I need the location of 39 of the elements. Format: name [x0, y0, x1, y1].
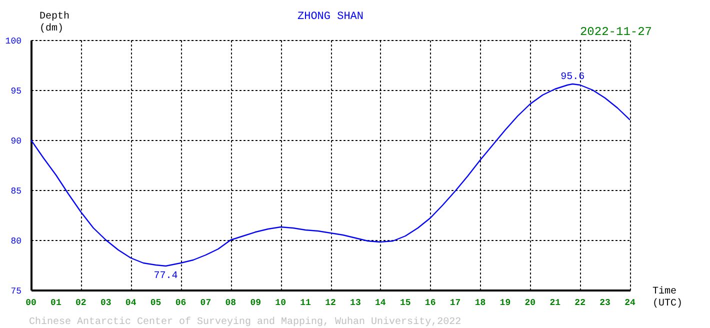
y-tick-label: 100 — [5, 36, 22, 46]
y-tick-label: 75 — [10, 286, 22, 296]
x-tick-label: 09 — [250, 298, 262, 308]
annotation: 77.4 — [154, 271, 178, 282]
x-tick-label: 08 — [225, 298, 236, 308]
x-tick-label: 16 — [424, 298, 436, 308]
x-tick-label: 04 — [125, 298, 137, 308]
x-axis-title: Time (UTC) — [652, 286, 683, 310]
y-tick-label: 85 — [10, 186, 22, 196]
x-tick-label: 15 — [400, 298, 411, 308]
x-tick-label: 24 — [624, 298, 636, 308]
x-tick-label: 23 — [600, 298, 610, 308]
y-tick-label: 80 — [10, 236, 22, 246]
x-tick-label: 18 — [474, 298, 486, 308]
x-tick-label: 22 — [574, 298, 586, 308]
text: Chinese Antarctic Center of Surveying and Mapping, Wuhan University,2022 — [29, 316, 462, 328]
x-tick-label: 20 — [524, 298, 536, 308]
x-tick-label: 03 — [100, 298, 112, 308]
x-tick-label: 12 — [325, 298, 336, 308]
x-tick-label: 11 — [300, 298, 312, 308]
y-tick-label: 90 — [10, 136, 22, 146]
y-tick-label: 95 — [10, 86, 22, 96]
x-tick-label: 19 — [500, 298, 511, 308]
x-tick-label: 14 — [375, 298, 386, 308]
text: 2022-11-27 — [580, 25, 652, 39]
y-axis-title: Depth (dm) — [40, 10, 70, 34]
annotation: 95.6 — [560, 72, 585, 83]
line-series — [31, 83, 630, 267]
x-tick-label: 13 — [350, 298, 361, 308]
x-tick-label: 05 — [150, 298, 162, 308]
x-tick-label: 10 — [275, 298, 286, 308]
x-tick-label: 00 — [26, 298, 36, 308]
x-tick-label: 21 — [550, 298, 562, 308]
x-tick-label: 17 — [450, 298, 461, 308]
x-tick-label: 01 — [50, 298, 62, 308]
x-tick-label: 06 — [175, 298, 186, 308]
x-tick-label: 07 — [200, 298, 212, 308]
x-tick-label: 02 — [76, 298, 86, 308]
chart-title: ZHONG SHAN — [297, 11, 364, 23]
